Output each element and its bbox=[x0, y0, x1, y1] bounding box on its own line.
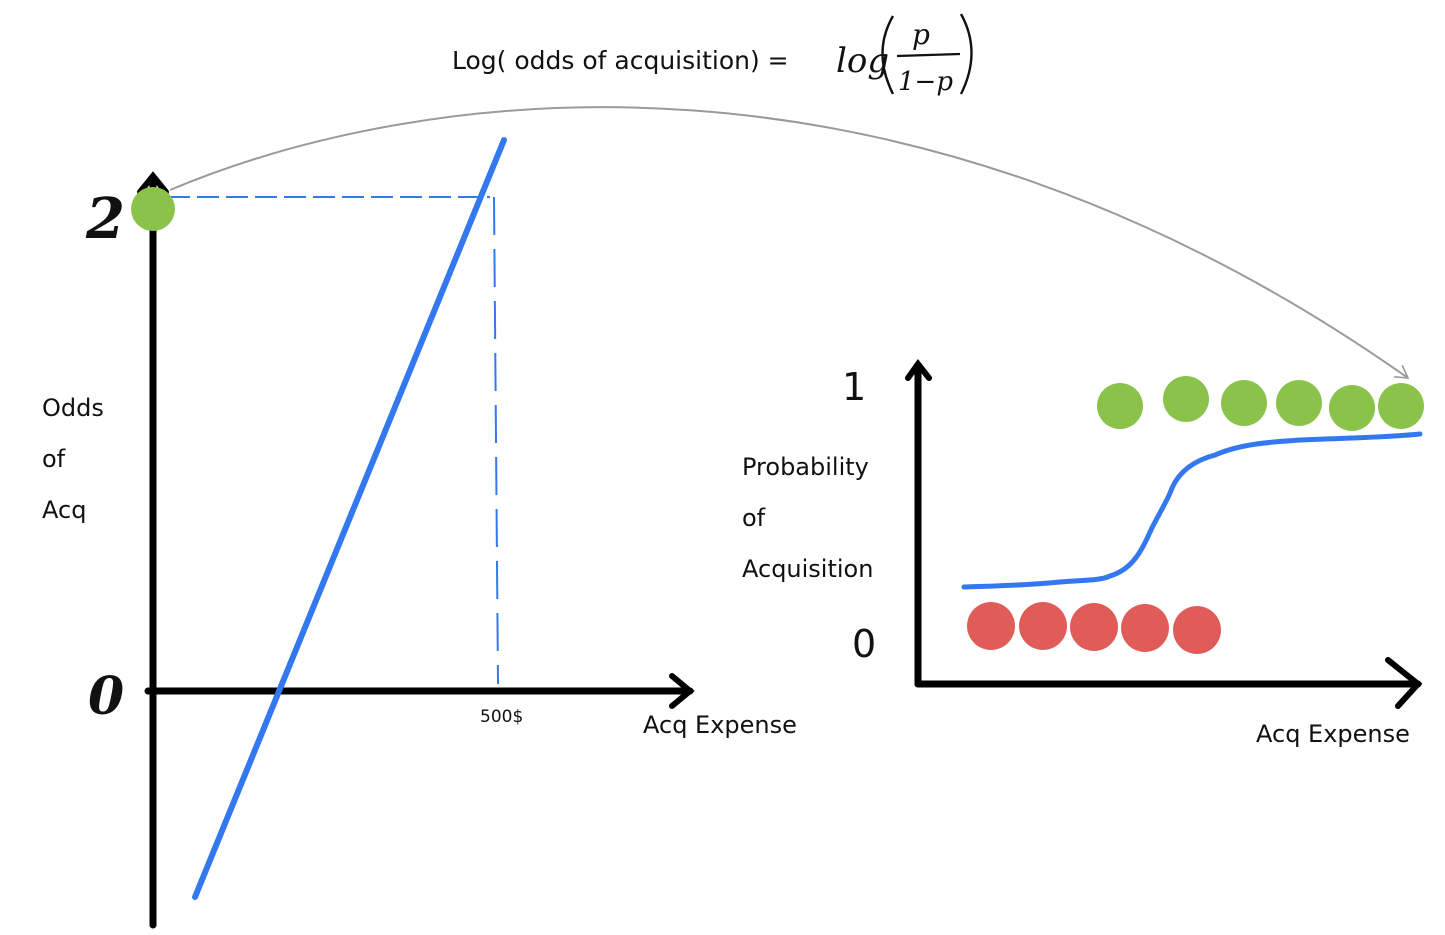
right-y-axis-arrowhead bbox=[905, 358, 932, 381]
success-point bbox=[1097, 383, 1143, 429]
right-x-axis-arrowhead bbox=[1385, 657, 1423, 709]
failure-point bbox=[1173, 606, 1221, 654]
left-dashed-vertical bbox=[493, 196, 499, 685]
right-chart: 1 0 Probability of Acquisition Acq Expen… bbox=[742, 358, 1424, 748]
right-y-label-line-3: Acquisition bbox=[742, 555, 873, 583]
formula-denominator: 1−p bbox=[898, 67, 953, 97]
success-point bbox=[1276, 380, 1322, 426]
left-y-label-line-2: of bbox=[42, 445, 66, 473]
formula-log: log bbox=[836, 41, 889, 81]
left-odds-point bbox=[131, 187, 175, 231]
failure-point bbox=[1121, 604, 1169, 652]
left-x-axis-arrowhead bbox=[669, 673, 695, 709]
right-y-tick-0: 0 bbox=[852, 622, 876, 666]
right-y-label-line-2: of bbox=[742, 504, 766, 532]
mapping-arc-arrow bbox=[169, 106, 1410, 379]
formula-fraction-bar bbox=[896, 52, 961, 58]
formula-left-paren bbox=[881, 15, 895, 95]
formula-numerator: p bbox=[912, 18, 930, 51]
left-y-tick-2: 2 bbox=[85, 186, 125, 252]
success-point bbox=[1378, 383, 1424, 429]
left-x-tick-500: 500$ bbox=[480, 707, 523, 727]
left-x-label: Acq Expense bbox=[643, 711, 797, 739]
diagram-title: Log( odds of acquisition) = log p 1−p bbox=[452, 13, 973, 97]
left-y-label-line-1: Odds bbox=[42, 394, 104, 422]
left-log-odds-line bbox=[192, 137, 507, 900]
success-point bbox=[1329, 385, 1375, 431]
success-point bbox=[1163, 376, 1209, 422]
failure-point bbox=[967, 602, 1015, 650]
left-y-axis-arrowhead bbox=[137, 171, 169, 195]
success-point bbox=[1221, 380, 1267, 426]
right-y-tick-1: 1 bbox=[842, 365, 866, 409]
left-y-tick-0: 0 bbox=[88, 666, 124, 727]
right-x-label: Acq Expense bbox=[1256, 720, 1410, 748]
failure-point bbox=[1070, 603, 1118, 651]
title-text: Log( odds of acquisition) = bbox=[452, 46, 789, 75]
right-sigmoid-curve bbox=[961, 431, 1423, 590]
formula-right-paren bbox=[959, 13, 973, 95]
left-y-label-line-3: Acq bbox=[42, 496, 86, 524]
failure-point bbox=[1019, 602, 1067, 650]
left-chart: 2 0 500$ Odds of Acq Acq Expense bbox=[42, 137, 797, 929]
right-y-label-line-1: Probability bbox=[742, 453, 869, 481]
